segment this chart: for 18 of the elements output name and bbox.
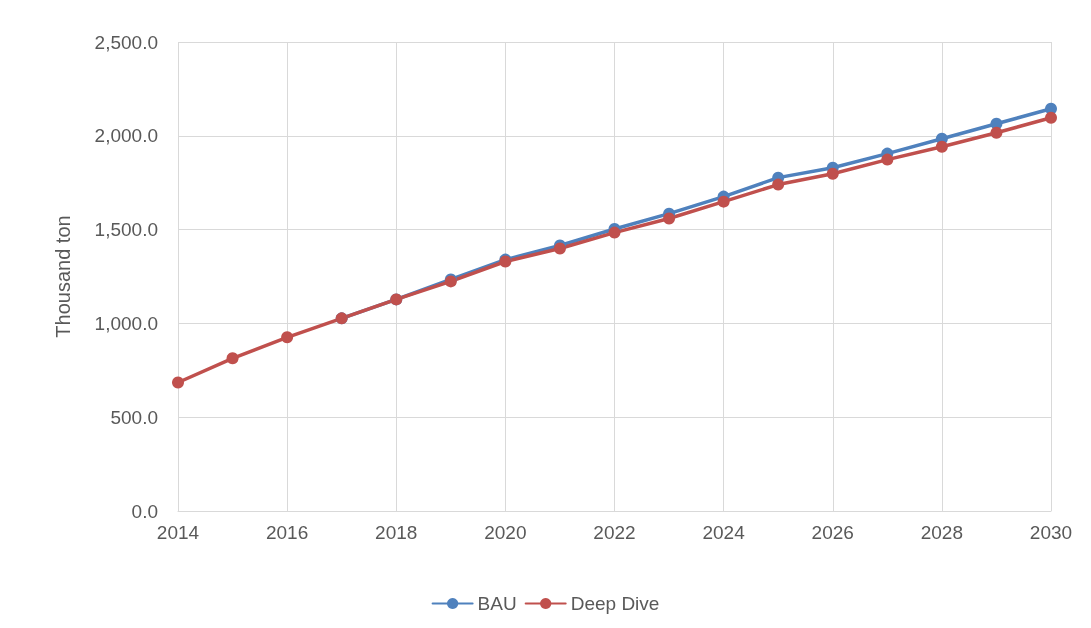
y-tick-label: 1,500.0 bbox=[94, 219, 158, 241]
legend-label: Deep Dive bbox=[570, 593, 660, 614]
y-tick-label: 500.0 bbox=[110, 406, 158, 428]
x-tick-label: 2028 bbox=[920, 522, 964, 543]
x-tick-label: 2026 bbox=[811, 522, 854, 543]
x-tick-label: 2022 bbox=[593, 522, 636, 543]
x-tick-label: 2016 bbox=[265, 522, 309, 543]
legend-label: BAU bbox=[477, 593, 517, 614]
y-axis-title: Thousand ton bbox=[52, 215, 74, 338]
x-tick-label: 2030 bbox=[1029, 522, 1073, 543]
x-tick-label: 2020 bbox=[484, 522, 527, 543]
x-tick-label: 2014 bbox=[156, 522, 200, 543]
x-tick-label: 2024 bbox=[702, 522, 746, 543]
y-tick-label: 2,000.0 bbox=[94, 125, 158, 147]
y-tick-label: 0.0 bbox=[131, 500, 158, 522]
x-tick-label: 2018 bbox=[375, 522, 418, 543]
y-tick-label: 1,000.0 bbox=[94, 312, 158, 334]
y-tick-label: 2,500.0 bbox=[94, 31, 158, 53]
